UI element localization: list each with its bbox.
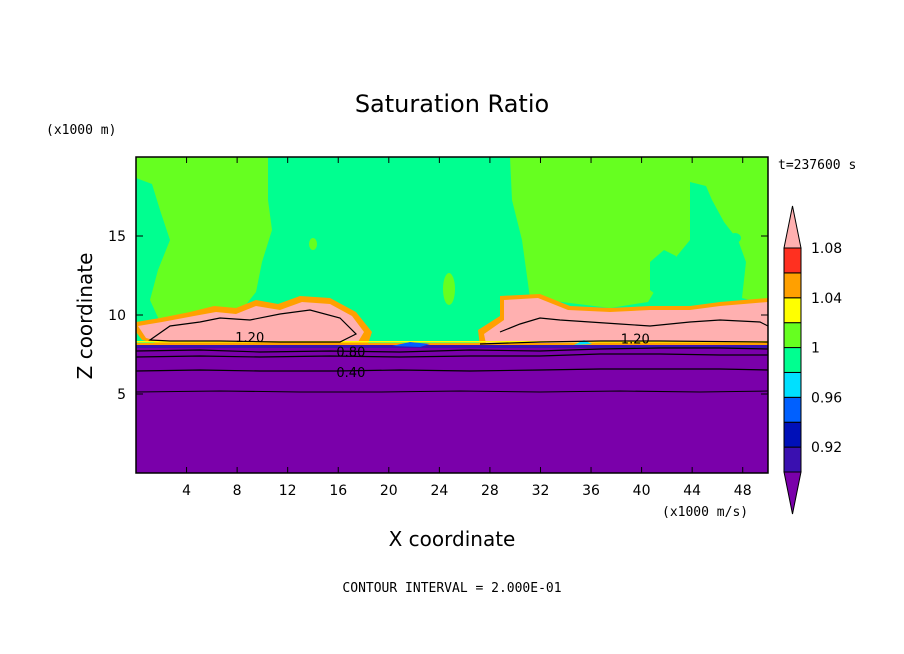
colorbar-segment (783, 421, 802, 448)
x-tick-label: 40 (633, 483, 651, 499)
dry-layer-fill (136, 346, 768, 473)
band-edge-orange (136, 343, 768, 345)
cloud-band-right-pink (484, 298, 768, 344)
x-tick-label: 8 (233, 483, 242, 499)
dry-layer-top-edge (136, 345, 768, 348)
y-tick-label: 5 (117, 387, 126, 403)
x-tick-label: 32 (532, 483, 550, 499)
colorbar-upper-extension (783, 205, 802, 249)
contour-label: 0.80 (336, 345, 365, 360)
plot-field (136, 157, 768, 473)
colorbar-segment (783, 272, 802, 299)
green-patch-5 (729, 233, 741, 243)
contour-labels: 1.20 1.20 0.80 0.40 (235, 331, 649, 381)
green-region-middle (510, 157, 768, 308)
colorbar-label: 0.92 (811, 440, 842, 456)
contour-line-040 (136, 368, 768, 372)
contour-label: 1.20 (621, 333, 650, 348)
contour-line-cloud-right (499, 317, 768, 333)
green-patch-1 (710, 172, 768, 212)
colorbar-segment (783, 446, 802, 473)
blue-patch-1 (392, 342, 430, 347)
colorbar-label: 1.04 (811, 291, 842, 307)
contour-line-080 (136, 347, 768, 353)
band-edge-yellow (136, 341, 768, 343)
colorbar-label: 0.96 (811, 390, 842, 406)
blue-patch-2 (574, 340, 592, 345)
colorbar-label: 1 (811, 341, 820, 357)
colorbar-segment (783, 297, 802, 324)
colorbar-segment (783, 347, 802, 373)
y-axis-label: Z coordinate (73, 253, 97, 380)
x-tick-label: 48 (734, 483, 752, 499)
cloud-band-left-pink (138, 302, 364, 342)
colorbar-segment (783, 322, 802, 349)
x-tick-label: 44 (683, 483, 701, 499)
colorbar-segment (783, 247, 802, 274)
green-patch-3 (443, 273, 455, 305)
x-axis-label: X coordinate (389, 527, 516, 551)
contour-line-020 (136, 390, 768, 393)
x-tick-label: 16 (329, 483, 347, 499)
x-tick-label: 36 (582, 483, 600, 499)
x-tick-label: 12 (279, 483, 297, 499)
contour-interval-footer: CONTOUR INTERVAL = 2.000E-01 (342, 581, 561, 596)
contour-line-cloud-base (479, 340, 768, 345)
contour-line-cloud-left (148, 309, 358, 343)
colorbar: 0.92 0.96 1 1.04 1.08 (783, 205, 842, 515)
green-region-left (136, 157, 272, 322)
x-tick-label: 4 (182, 483, 191, 499)
colorbar-label: 1.08 (811, 241, 842, 257)
x-tick-label: 28 (481, 483, 499, 499)
x-tick-label: 20 (380, 483, 398, 499)
chart-title: Saturation Ratio (355, 90, 549, 118)
y-axis-ticks: 5 10 15 (108, 229, 768, 403)
colorbar-lower-extension (783, 471, 802, 515)
contour-label: 0.40 (336, 366, 365, 381)
green-patch-4 (309, 238, 317, 250)
x-unit-label: (x1000 m/s) (662, 505, 748, 520)
y-unit-label: (x1000 m) (46, 123, 116, 138)
y-tick-label: 10 (108, 308, 126, 324)
x-axis-ticks: 4 8 12 16 20 24 28 32 36 40 44 48 (182, 157, 752, 499)
green-patch-2 (650, 250, 676, 298)
colorbar-segment (783, 371, 802, 398)
x-tick-label: 24 (430, 483, 448, 499)
time-label: t=237600 s (778, 158, 856, 173)
contour-label: 1.20 (235, 331, 264, 346)
y-tick-label: 15 (108, 229, 126, 245)
contour-line-060 (136, 353, 768, 358)
colorbar-segment (783, 396, 802, 423)
